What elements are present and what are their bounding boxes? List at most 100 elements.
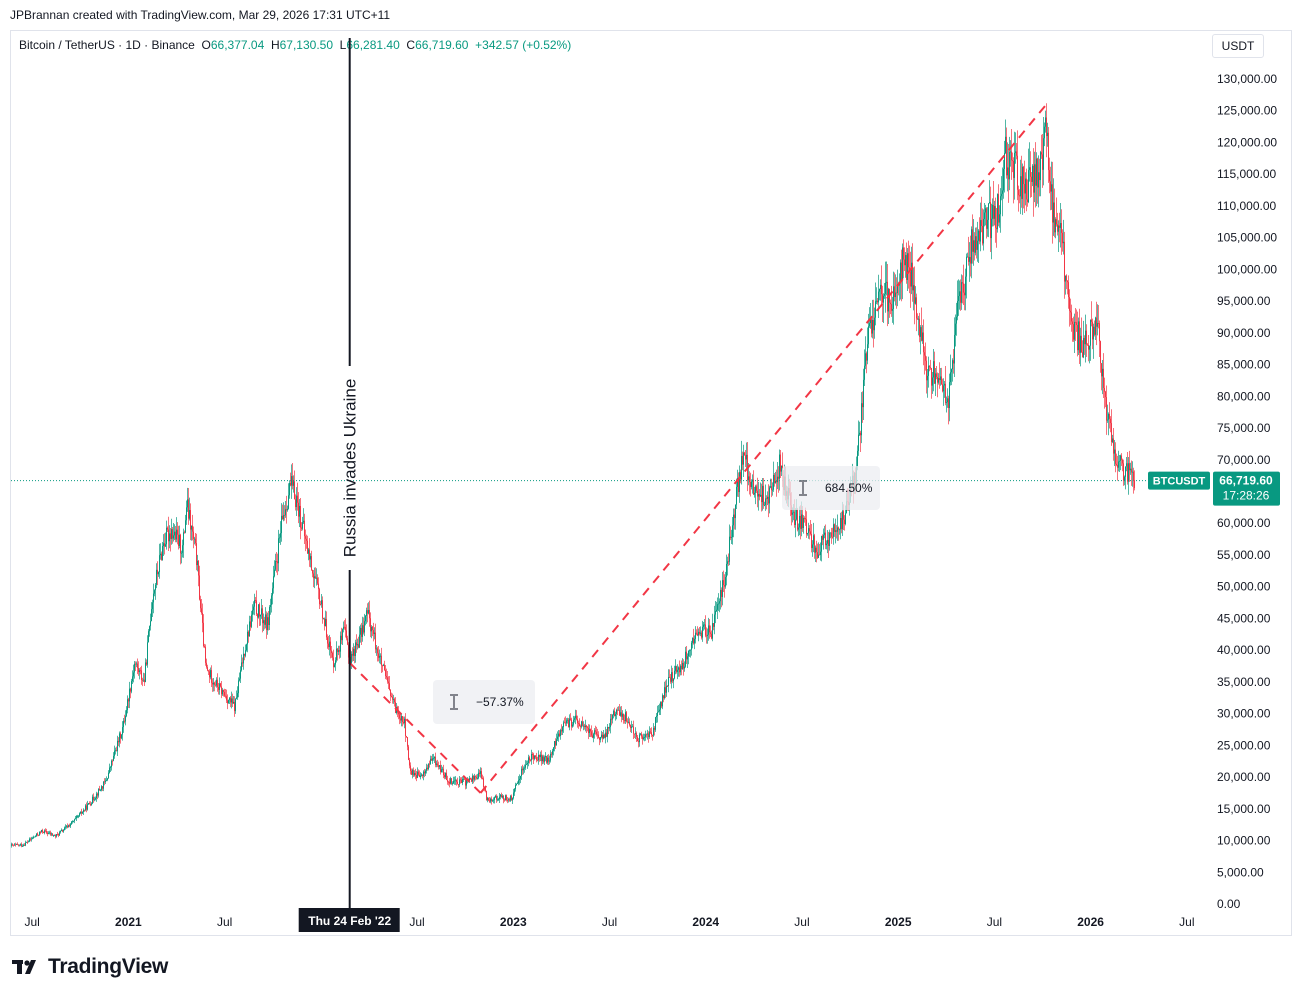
candle-body xyxy=(483,778,484,787)
candle-body xyxy=(355,642,356,656)
candle-body xyxy=(281,515,282,534)
measure-labels[interactable]: −57.37% 684.50% xyxy=(433,466,880,724)
candle-body xyxy=(258,604,259,618)
candle-body xyxy=(412,769,413,775)
candle-body xyxy=(15,844,16,846)
candle-body xyxy=(705,624,706,636)
candle-body xyxy=(72,821,73,823)
candle-body xyxy=(943,385,944,392)
candle-body xyxy=(244,653,245,656)
candle-body xyxy=(654,727,655,730)
candle-body xyxy=(536,757,537,760)
candle-body xyxy=(14,844,15,846)
candle-body xyxy=(588,727,589,734)
candle-body xyxy=(594,730,595,735)
candle-body xyxy=(584,725,585,728)
candle-body xyxy=(117,740,118,752)
candle-body xyxy=(934,361,935,384)
candle-body xyxy=(659,709,660,712)
candle-body xyxy=(937,377,938,383)
candle-body xyxy=(585,725,586,728)
candle-body xyxy=(131,681,132,692)
candle-body xyxy=(821,535,822,552)
candle-body xyxy=(824,532,825,535)
candle-body xyxy=(1097,323,1098,327)
candle-body xyxy=(1090,319,1091,346)
candle-body xyxy=(170,533,171,539)
candle-body xyxy=(165,544,166,547)
candle-body xyxy=(694,638,695,644)
candle-body xyxy=(763,485,764,506)
candle-body xyxy=(689,650,690,652)
candle-body xyxy=(919,318,920,337)
candle-body xyxy=(636,733,637,737)
candle-body xyxy=(253,606,254,611)
event-annotation[interactable]: Russia invades Ukraine Thu 24 Feb '22 xyxy=(298,38,400,932)
candle-body xyxy=(259,604,260,617)
candle-body xyxy=(1065,275,1066,282)
x-tick-label: Jul xyxy=(987,915,1002,929)
candle-body xyxy=(702,626,703,638)
candle-body xyxy=(1079,321,1080,353)
candle-body xyxy=(327,637,328,644)
candle-body xyxy=(826,543,827,546)
candle-body xyxy=(66,825,67,827)
candle-body xyxy=(528,757,529,763)
candle-body xyxy=(666,685,667,693)
candle-body xyxy=(133,672,134,677)
candle-body xyxy=(822,535,823,540)
candle-body xyxy=(218,687,219,690)
tradingview-logo[interactable]: TradingView xyxy=(12,955,168,979)
candle-body xyxy=(1060,223,1061,228)
candle-body xyxy=(381,655,382,666)
candle-body xyxy=(438,765,439,767)
candle-body xyxy=(1026,178,1027,200)
candle-body xyxy=(225,695,226,697)
candle-body xyxy=(246,644,247,651)
candle-body xyxy=(457,781,458,785)
candle-body xyxy=(1013,161,1014,178)
candle-body xyxy=(578,723,579,724)
candle-body xyxy=(579,723,580,727)
candle-body xyxy=(224,691,225,696)
y-axis-labels: 130,000.00 125,000.00 120,000.00 115,000.00… xyxy=(1217,72,1277,911)
candle-body xyxy=(480,771,481,774)
candle-body xyxy=(1000,196,1001,215)
candle-body xyxy=(809,528,810,532)
candle-body xyxy=(205,646,206,663)
candle-body xyxy=(492,800,493,802)
candle-body xyxy=(137,663,138,668)
trend-lines[interactable] xyxy=(348,103,1048,794)
candle-body xyxy=(748,476,749,481)
candle-body xyxy=(673,678,674,682)
candle-body xyxy=(1070,310,1071,313)
candle-body xyxy=(118,740,119,743)
candle-body xyxy=(955,323,956,335)
legend-symbol[interactable]: Bitcoin / TetherUS · 1D · Binance xyxy=(19,38,195,52)
candle-body xyxy=(669,676,670,678)
candle-body xyxy=(232,698,233,704)
candle-body xyxy=(628,721,629,723)
candle-body xyxy=(984,212,985,219)
y-tick-label: 105,000.00 xyxy=(1217,231,1277,245)
candle-body xyxy=(912,262,913,291)
candle-body xyxy=(551,753,552,755)
candlestick-series xyxy=(11,103,1135,848)
candle-body xyxy=(958,296,959,301)
candle-body xyxy=(571,719,572,727)
candle-body xyxy=(198,560,199,576)
currency-unit-button[interactable]: USDT xyxy=(1212,34,1264,58)
candle-body xyxy=(1112,438,1113,442)
candle-body xyxy=(38,834,39,836)
candle-body xyxy=(112,760,113,762)
candle-body xyxy=(356,642,357,646)
candle-body xyxy=(1095,317,1096,335)
y-tick-label: 50,000.00 xyxy=(1217,580,1271,594)
candle-body xyxy=(96,793,97,799)
candle-body xyxy=(1075,321,1076,323)
candle-body xyxy=(895,292,896,298)
candle-body xyxy=(949,382,950,409)
y-tick-label: 0.00 xyxy=(1217,897,1241,911)
candle-body xyxy=(49,832,50,834)
